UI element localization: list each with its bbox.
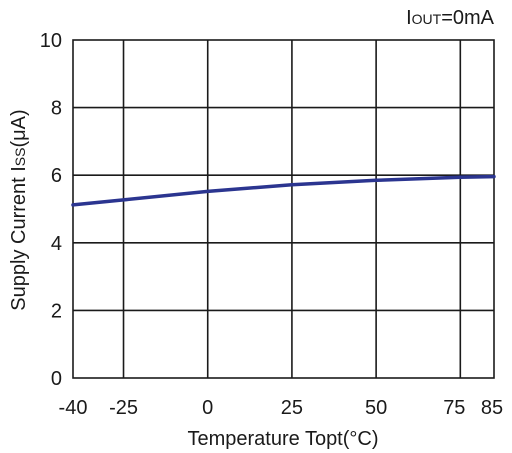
y-tick-label: 4 [51, 233, 62, 255]
y-tick-label: 0 [51, 368, 62, 390]
x-tick-label: 0 [202, 397, 213, 419]
x-tick-label: 75 [443, 397, 465, 419]
plot-frame [72, 39, 495, 379]
x-tick-label: -25 [109, 397, 138, 419]
grid [73, 40, 494, 378]
condition-annotation: IOUT=0mA [406, 7, 495, 29]
x-axis-label: Temperature Topt(°C) [187, 428, 378, 450]
y-tick-label: 2 [51, 300, 62, 322]
x-tick-label: 50 [365, 397, 387, 419]
x-tick-label: -40 [59, 397, 88, 419]
y-tick-labels: 0 2 4 6 8 10 [40, 30, 62, 390]
x-tick-labels: -40 -25 0 25 50 75 85 [59, 397, 504, 419]
series-line-supply-current [71, 174, 496, 207]
x-tick-label: 25 [281, 397, 303, 419]
y-tick-label: 8 [51, 98, 62, 120]
y-tick-label: 10 [40, 30, 62, 52]
y-axis-label: Supply Current ISS(μA) [8, 109, 30, 310]
y-tick-label: 6 [51, 165, 62, 187]
x-tick-label: 85 [481, 397, 503, 419]
